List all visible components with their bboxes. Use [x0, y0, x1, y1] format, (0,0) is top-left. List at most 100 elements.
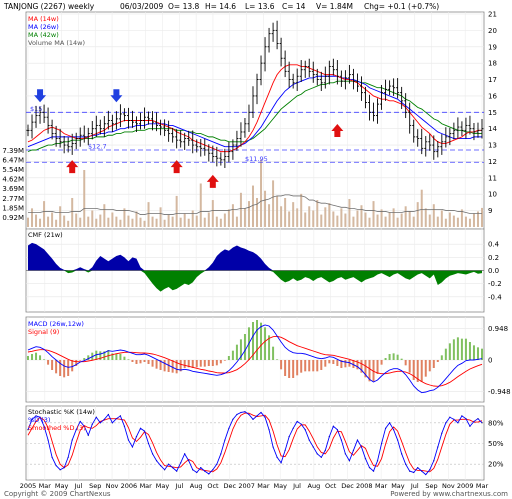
x-tick-label: Jul — [74, 482, 83, 490]
ohlc-bar — [247, 104, 251, 132]
volume-bar — [119, 219, 122, 227]
price-tick-label: 14 — [488, 125, 497, 133]
ohlc-bar — [90, 120, 94, 140]
volume-tick-label: 4.62M — [2, 176, 24, 184]
volume-bar — [227, 209, 230, 227]
macd-histogram-bar — [328, 360, 331, 364]
volume-bar — [251, 185, 254, 227]
macd-histogram-bar — [472, 345, 475, 360]
volume-ma-line — [28, 194, 482, 215]
ohlc-bar — [138, 112, 142, 130]
volume-bar — [276, 195, 279, 227]
ohlc-bar — [424, 136, 428, 157]
legend-ma14: MA (14w) — [28, 15, 59, 23]
macd-histogram-bar — [256, 320, 259, 360]
arrow-up-icon — [331, 124, 344, 138]
ohlc-bar — [480, 119, 484, 139]
ohlc-bar — [114, 111, 118, 130]
ohlc-bar — [384, 79, 388, 101]
volume-bar — [135, 211, 138, 227]
macd-histogram-bar — [119, 354, 122, 360]
x-axis: 2005 Mar May Jul Sep Nov 2006 Mar May Jul Aug Oct De… — [20, 482, 489, 490]
macd-histogram-bar — [308, 360, 311, 372]
price-tick-label: 20 — [488, 27, 497, 35]
x-tick-label: Oct — [207, 482, 219, 490]
x-tick-label: Oct — [325, 482, 337, 490]
macd-histogram-bar — [127, 359, 130, 360]
ohlc-bar — [408, 102, 412, 134]
macd-histogram-bar — [364, 360, 367, 378]
macd-histogram-bar — [436, 360, 439, 362]
volume-bar — [296, 208, 299, 227]
volume-tick-label: 6.47M — [2, 156, 24, 164]
volume-bar — [55, 219, 58, 227]
ohlc-bar — [428, 134, 432, 151]
volume-bar — [352, 216, 355, 227]
price-tick-label: 11 — [488, 174, 497, 182]
volume-bar — [316, 200, 319, 227]
price-guide-label: $12.7 — [88, 142, 107, 150]
macd-panel-frame — [25, 316, 485, 403]
volume-bar — [364, 212, 367, 227]
ohlc-bar — [347, 64, 351, 84]
volume-bar — [284, 197, 287, 227]
volume-bar — [87, 216, 90, 227]
volume-bar — [404, 206, 407, 227]
macd-tick-label: 0 — [488, 357, 492, 365]
macd-histogram-bar — [268, 335, 271, 360]
price-tick-label: 15 — [488, 109, 497, 117]
ohlc-bar — [34, 105, 38, 128]
macd-histogram-bar — [344, 360, 347, 368]
macd-histogram-bar — [35, 352, 38, 360]
volume-bar — [67, 220, 70, 227]
volume-bars — [27, 159, 483, 227]
x-tick-label: Nov — [106, 482, 119, 490]
cmf-tick-label: 0.0 — [488, 267, 499, 275]
macd-histogram-bar — [59, 360, 62, 376]
ohlc-bar — [339, 70, 343, 87]
macd-histogram-bar — [264, 327, 267, 360]
macd-histogram-bar — [143, 360, 146, 362]
macd-histogram-bar — [51, 360, 54, 370]
volume-bar — [183, 213, 186, 227]
volume-bar — [215, 216, 218, 227]
volume-bar — [268, 204, 271, 227]
macd-histogram-bar — [296, 360, 299, 376]
volume-tick-label: 3.69M — [2, 185, 24, 193]
volume-bar — [91, 210, 94, 227]
ohlc-bar — [54, 125, 58, 147]
powered-by-link[interactable]: Powered by www.chartnexus.com — [390, 490, 508, 498]
quote-change: Chg= +0.1 (+0.7%) — [364, 2, 439, 11]
macd-histogram-bar — [159, 360, 162, 370]
volume-bar — [195, 215, 198, 227]
ohlc-bar — [86, 127, 90, 146]
legend-signal: Signal (9) — [28, 328, 59, 336]
volume-bar — [336, 215, 339, 227]
ohlc-bar — [70, 133, 74, 155]
macd-histogram-bar — [316, 360, 319, 372]
volume-tick-label: 2.77M — [2, 195, 24, 203]
cmf-tick-label: 0.4 — [488, 241, 500, 249]
volume-bar — [207, 212, 210, 227]
ohlc-bar — [239, 122, 243, 147]
macd-histogram-bar — [99, 351, 102, 360]
ohlc-bar — [191, 130, 195, 154]
macd-histogram-bar — [260, 322, 263, 360]
macd-histogram-bar — [71, 360, 74, 372]
arrow-down-icon — [110, 89, 123, 103]
ohlc-bar — [363, 86, 367, 109]
volume-bar — [300, 193, 303, 227]
price-tick-label: 13 — [488, 142, 497, 150]
ohlc-bar — [335, 60, 339, 85]
volume-bar — [392, 208, 395, 227]
volume-bar — [83, 170, 86, 227]
macd-histogram-bar — [428, 360, 431, 372]
ohlc-bar — [183, 132, 187, 150]
macd-signal-line — [27, 335, 483, 387]
ohlc-bar — [167, 120, 171, 142]
macd-histogram-bar — [396, 354, 399, 360]
volume-bar — [167, 214, 170, 227]
cmf-tick-label: -0.4 — [488, 293, 502, 301]
ohlc-bar — [351, 68, 355, 90]
volume-bar — [264, 190, 267, 227]
